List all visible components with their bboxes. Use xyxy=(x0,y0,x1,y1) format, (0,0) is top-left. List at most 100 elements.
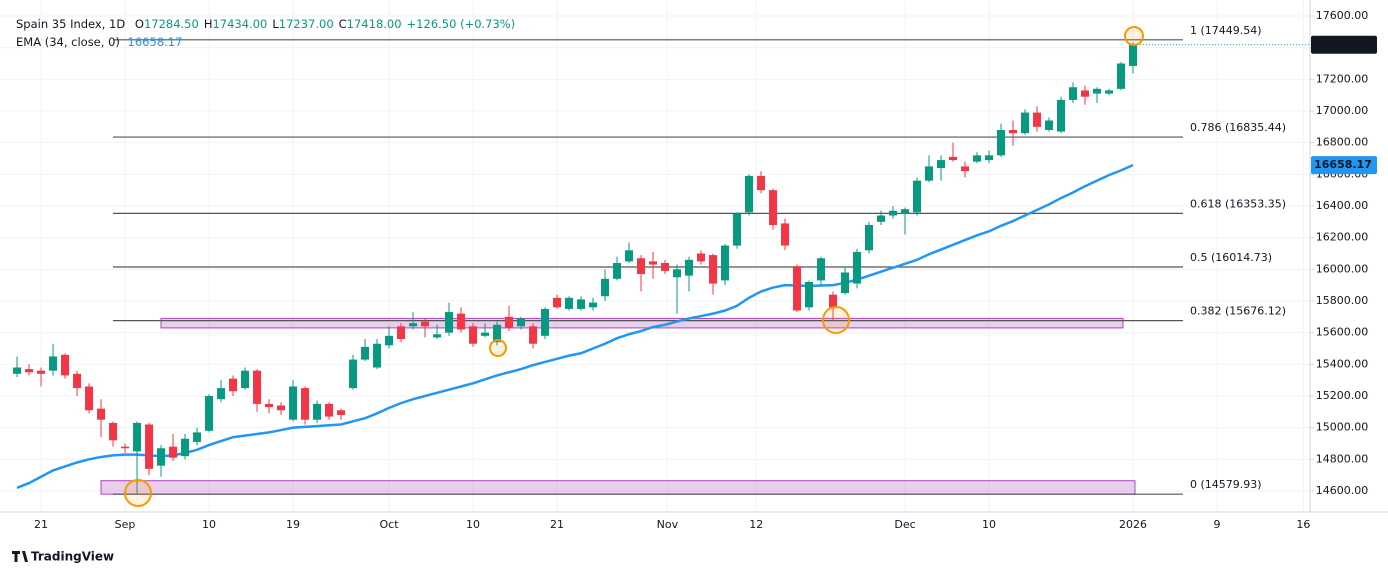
candle-body xyxy=(793,266,802,311)
y-tick-label: 16000.00 xyxy=(1316,262,1369,275)
candle-body xyxy=(889,210,898,216)
ema-name: EMA (34, close, 0) xyxy=(16,35,120,49)
candle-body xyxy=(673,269,682,278)
candle-body xyxy=(913,180,922,213)
candle-body xyxy=(193,432,202,442)
candle-body xyxy=(577,299,586,309)
candle-body xyxy=(1129,44,1138,66)
candle-body xyxy=(481,332,490,336)
candle-body xyxy=(229,378,238,392)
candle-body xyxy=(769,190,778,225)
candle-body xyxy=(721,245,730,281)
candle-body xyxy=(469,326,478,344)
candle-body xyxy=(145,424,154,469)
candle-body xyxy=(253,370,262,404)
price-badge-label: 16658.17 xyxy=(1314,158,1372,171)
ohlc-value: 17418.00 xyxy=(347,17,402,31)
candle-body xyxy=(661,262,670,271)
ohlc-value: 17434.00 xyxy=(212,17,267,31)
candle-body xyxy=(601,278,610,297)
price-badge-label: 17418.00 xyxy=(1314,38,1372,51)
candle-body xyxy=(337,410,346,415)
zones xyxy=(100,317,1136,495)
x-tick-label: 10 xyxy=(202,518,216,531)
y-tick-label: 17200.00 xyxy=(1316,72,1369,85)
ema-legend: EMA (34, close, 0) 16658.17 xyxy=(16,35,182,49)
legend-line: Spain 35 Index, 1D O17284.50 H17434.00 L17… xyxy=(16,17,515,31)
candle-body xyxy=(781,223,790,246)
candle-body xyxy=(121,446,130,449)
title: Spain 35 Index, 1D xyxy=(16,17,125,31)
candle-body xyxy=(277,405,286,411)
zone xyxy=(160,317,1124,329)
candle-body xyxy=(733,213,742,246)
y-tick-label: 16800.00 xyxy=(1316,136,1369,149)
candle-body xyxy=(553,297,562,308)
candle-body xyxy=(841,272,850,294)
candle-body xyxy=(937,160,946,168)
candle-body xyxy=(1033,112,1042,127)
candle-body xyxy=(61,354,70,376)
fib-label: 0.786 (16835.44) xyxy=(1190,121,1286,134)
candle-body xyxy=(409,323,418,327)
y-tick-label: 14800.00 xyxy=(1316,452,1369,465)
candle-body xyxy=(805,281,814,308)
ema-value: 16658.17 xyxy=(128,35,183,49)
x-tick-label: 10 xyxy=(466,518,480,531)
candle-body xyxy=(217,388,226,400)
candle-body xyxy=(157,448,166,466)
x-tick-label: 21 xyxy=(550,518,564,531)
candle-body xyxy=(877,215,886,222)
ohlc-key: H xyxy=(204,17,213,31)
candle-body xyxy=(649,261,658,265)
highlight-circle xyxy=(124,479,152,507)
candle-body xyxy=(1009,129,1018,134)
candle-body xyxy=(397,326,406,339)
candle-body xyxy=(637,258,646,275)
candle-body xyxy=(85,386,94,411)
candle-body xyxy=(625,250,634,262)
fib-label: 0.618 (16353.35) xyxy=(1190,197,1286,210)
change: +126.50 (+0.73%) xyxy=(407,17,516,31)
candle-body xyxy=(1069,87,1078,100)
candle-body xyxy=(457,313,466,330)
fib-label: 0 (14579.93) xyxy=(1190,478,1262,491)
y-tick-label: 16200.00 xyxy=(1316,231,1369,244)
candle-body xyxy=(973,155,982,162)
y-tick-label: 15400.00 xyxy=(1316,357,1369,370)
x-tick-label: 16 xyxy=(1296,518,1310,531)
candle-body xyxy=(433,334,442,338)
candle-body xyxy=(1105,90,1114,94)
zone xyxy=(100,480,1136,495)
y-tick-label: 15000.00 xyxy=(1316,421,1369,434)
candle-body xyxy=(865,224,874,251)
candle-body xyxy=(685,259,694,276)
candle-body xyxy=(25,369,34,373)
x-tick-label: 10 xyxy=(982,518,996,531)
highlight-circle xyxy=(489,339,507,357)
candle-body xyxy=(361,346,370,360)
ohlc-value: 17237.00 xyxy=(279,17,334,31)
y-tick-label: 15200.00 xyxy=(1316,389,1369,402)
candle-body xyxy=(961,166,970,172)
ohlc-value: 17284.50 xyxy=(144,17,199,31)
ohlc-key: C xyxy=(339,17,347,31)
fib-label: 0.5 (16014.73) xyxy=(1190,251,1272,264)
candle-body xyxy=(445,312,454,333)
x-tick-label: Oct xyxy=(380,518,400,531)
x-tick-label: 2026 xyxy=(1119,518,1147,531)
candle-body xyxy=(985,155,994,161)
candle-body xyxy=(301,388,310,420)
x-tick-label: Sep xyxy=(115,518,136,531)
header: Spain 35 Index, 1D O17284.50 H17434.00 L17… xyxy=(16,17,515,49)
y-tick-label: 17600.00 xyxy=(1316,9,1369,22)
annotations xyxy=(124,26,1144,507)
x-tick-label: Nov xyxy=(657,518,679,531)
y-tick-label: 17000.00 xyxy=(1316,104,1369,117)
y-tick-label: 14600.00 xyxy=(1316,484,1369,497)
candle-body xyxy=(1081,90,1090,97)
x-tick-label: 9 xyxy=(1214,518,1221,531)
candle-body xyxy=(1045,120,1054,130)
candle-body xyxy=(73,373,82,389)
axes: 14600.00 14800.00 15000.00 15200.00 15400.00… xyxy=(34,9,1368,531)
